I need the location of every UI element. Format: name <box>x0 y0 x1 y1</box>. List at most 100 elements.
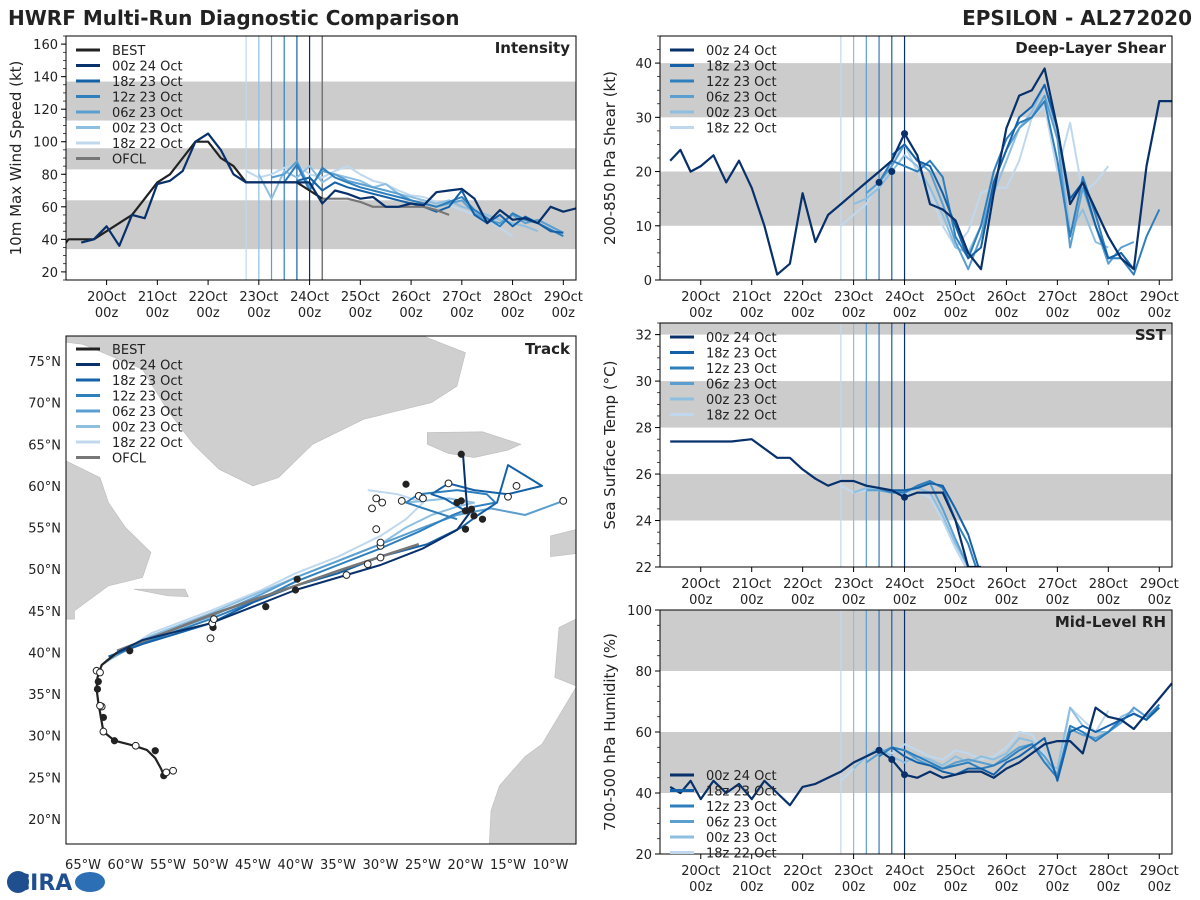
track-xtick-label: 50°W <box>193 858 229 873</box>
track-point-open <box>169 766 178 775</box>
shear-legend-label: 18z 23 Oct <box>706 60 777 75</box>
sst-ytick-label: 30 <box>635 375 652 390</box>
sst-band <box>660 381 1172 428</box>
rh-init-marker <box>875 746 883 754</box>
shear-band <box>660 171 1172 226</box>
sst-xtick-label-hour: 00z <box>944 593 968 608</box>
track-legend-label: OFCL <box>112 452 147 467</box>
sst-xtick-label: 25Oct <box>936 577 975 592</box>
intensity-band <box>66 148 576 170</box>
track-point-open <box>444 479 453 488</box>
rh-xtick-label-hour: 00z <box>1148 880 1172 895</box>
intensity-legend-label: BEST <box>112 44 145 59</box>
shear-xtick-label: 27Oct <box>1038 290 1077 305</box>
intensity-xtick-label-hour: 00z <box>95 306 119 321</box>
shear-xtick-label-hour: 00z <box>1148 306 1172 321</box>
track-point-open <box>210 615 218 624</box>
track-title: Track <box>525 340 571 358</box>
intensity-xtick-label: 22Oct <box>189 290 228 305</box>
rh-series-line <box>891 706 1160 782</box>
intensity-ytick-label: 60 <box>41 201 58 216</box>
land-shape <box>554 618 576 687</box>
track-point-filled <box>457 497 465 505</box>
track-legend-label: 00z 24 Oct <box>112 359 183 374</box>
noaa-logo-icon <box>75 872 105 892</box>
track-line <box>95 651 165 777</box>
rh-legend-label: 00z 23 Oct <box>706 831 777 846</box>
intensity-ylabel: 10m Max Wind Speed (kt) <box>7 61 25 256</box>
shear-xtick-label-hour: 00z <box>689 306 713 321</box>
intensity-xtick-label-hour: 00z <box>196 306 220 321</box>
sst-xtick-label: 24Oct <box>885 577 924 592</box>
track-xtick-label: 10°W <box>533 858 569 873</box>
track-point-open <box>372 525 381 534</box>
intensity-series-line <box>245 163 514 237</box>
intensity-ytick-label: 140 <box>33 71 58 86</box>
intensity-series-group <box>66 132 576 247</box>
intensity-ytick-label: 120 <box>33 103 58 118</box>
intensity-xtick-label: 27Oct <box>442 290 481 305</box>
track-xtick-label: 35°W <box>320 858 356 873</box>
rh-xtick-label-hour: 00z <box>791 880 815 895</box>
land-shape <box>550 529 576 558</box>
intensity-xtick-label-hour: 00z <box>399 306 423 321</box>
rh-legend-label: 00z 24 Oct <box>706 769 777 784</box>
intensity-xtick-label: 26Oct <box>392 290 431 305</box>
sst-panel: 22242628303220Oct00z21Oct00z22Oct00z23Oc… <box>601 322 1179 608</box>
rh-ylabel: 700-500 hPa Humidity (%) <box>601 633 619 831</box>
track-ytick-label: 25°N <box>28 771 61 786</box>
shear-series-line <box>669 67 1172 276</box>
sst-ylabel: Sea Surface Temp (°C) <box>601 360 619 529</box>
track-line <box>108 489 497 658</box>
intensity-xtick-label: 21Oct <box>138 290 177 305</box>
track-xtick-label: 65°W <box>65 858 101 873</box>
rh-ytick-label: 20 <box>635 848 652 863</box>
rh-series-group <box>669 682 1172 807</box>
shear-xtick-label: 24Oct <box>885 290 924 305</box>
shear-xtick-label: 20Oct <box>681 290 720 305</box>
track-ytick-label: 60°N <box>28 480 61 495</box>
intensity-legend-label: 18z 22 Oct <box>112 137 183 152</box>
shear-xtick-label-hour: 00z <box>842 306 866 321</box>
shear-xtick-label-hour: 00z <box>944 306 968 321</box>
track-ytick-label: 55°N <box>28 522 61 537</box>
track-xtick-label: 55°W <box>150 858 186 873</box>
intensity-ytick-label: 40 <box>41 233 58 248</box>
shear-init-marker <box>888 168 896 176</box>
shear-band <box>660 63 1172 118</box>
shear-series-line <box>891 83 1135 270</box>
track-point-filled <box>461 507 470 515</box>
track-line <box>116 454 471 654</box>
sst-ytick-label: 28 <box>635 422 652 437</box>
track-legend-label: 00z 23 Oct <box>112 421 183 436</box>
intensity-xtick-label-hour: 00z <box>552 306 576 321</box>
rh-xtick-label: 28Oct <box>1089 864 1128 879</box>
rh-xtick-label: 26Oct <box>987 864 1026 879</box>
rh-xtick-label: 22Oct <box>783 864 822 879</box>
track-point-filled <box>478 515 487 523</box>
sst-legend-label: 18z 22 Oct <box>706 409 777 424</box>
track-point-filled <box>151 747 159 755</box>
intensity-legend-label: 06z 23 Oct <box>112 106 183 121</box>
sst-legend-label: 00z 23 Oct <box>706 393 777 408</box>
shear-series-group <box>669 67 1172 276</box>
rh-band <box>660 610 1172 671</box>
sst-legend-label: 18z 23 Oct <box>706 347 777 362</box>
rh-ytick-label: 40 <box>635 787 652 802</box>
shear-xtick-label: 21Oct <box>732 290 771 305</box>
rh-xtick-label: 29Oct <box>1140 864 1179 879</box>
rh-legend-label: 12z 23 Oct <box>706 800 777 815</box>
sst-title: SST <box>1135 326 1167 344</box>
rh-ytick-label: 80 <box>635 665 652 680</box>
shear-xtick-label-hour: 00z <box>893 306 917 321</box>
track-ytick-label: 75°N <box>28 355 61 370</box>
rh-legend-label: 18z 23 Oct <box>706 785 777 800</box>
shear-xtick-label-hour: 00z <box>995 306 1019 321</box>
rh-init-marker <box>901 771 909 779</box>
sst-xtick-label-hour: 00z <box>842 593 866 608</box>
shear-xtick-label: 29Oct <box>1140 290 1179 305</box>
rh-legend-label: 06z 23 Oct <box>706 816 777 831</box>
intensity-legend-label: 18z 23 Oct <box>112 75 183 90</box>
intensity-xtick-label-hour: 00z <box>501 306 525 321</box>
